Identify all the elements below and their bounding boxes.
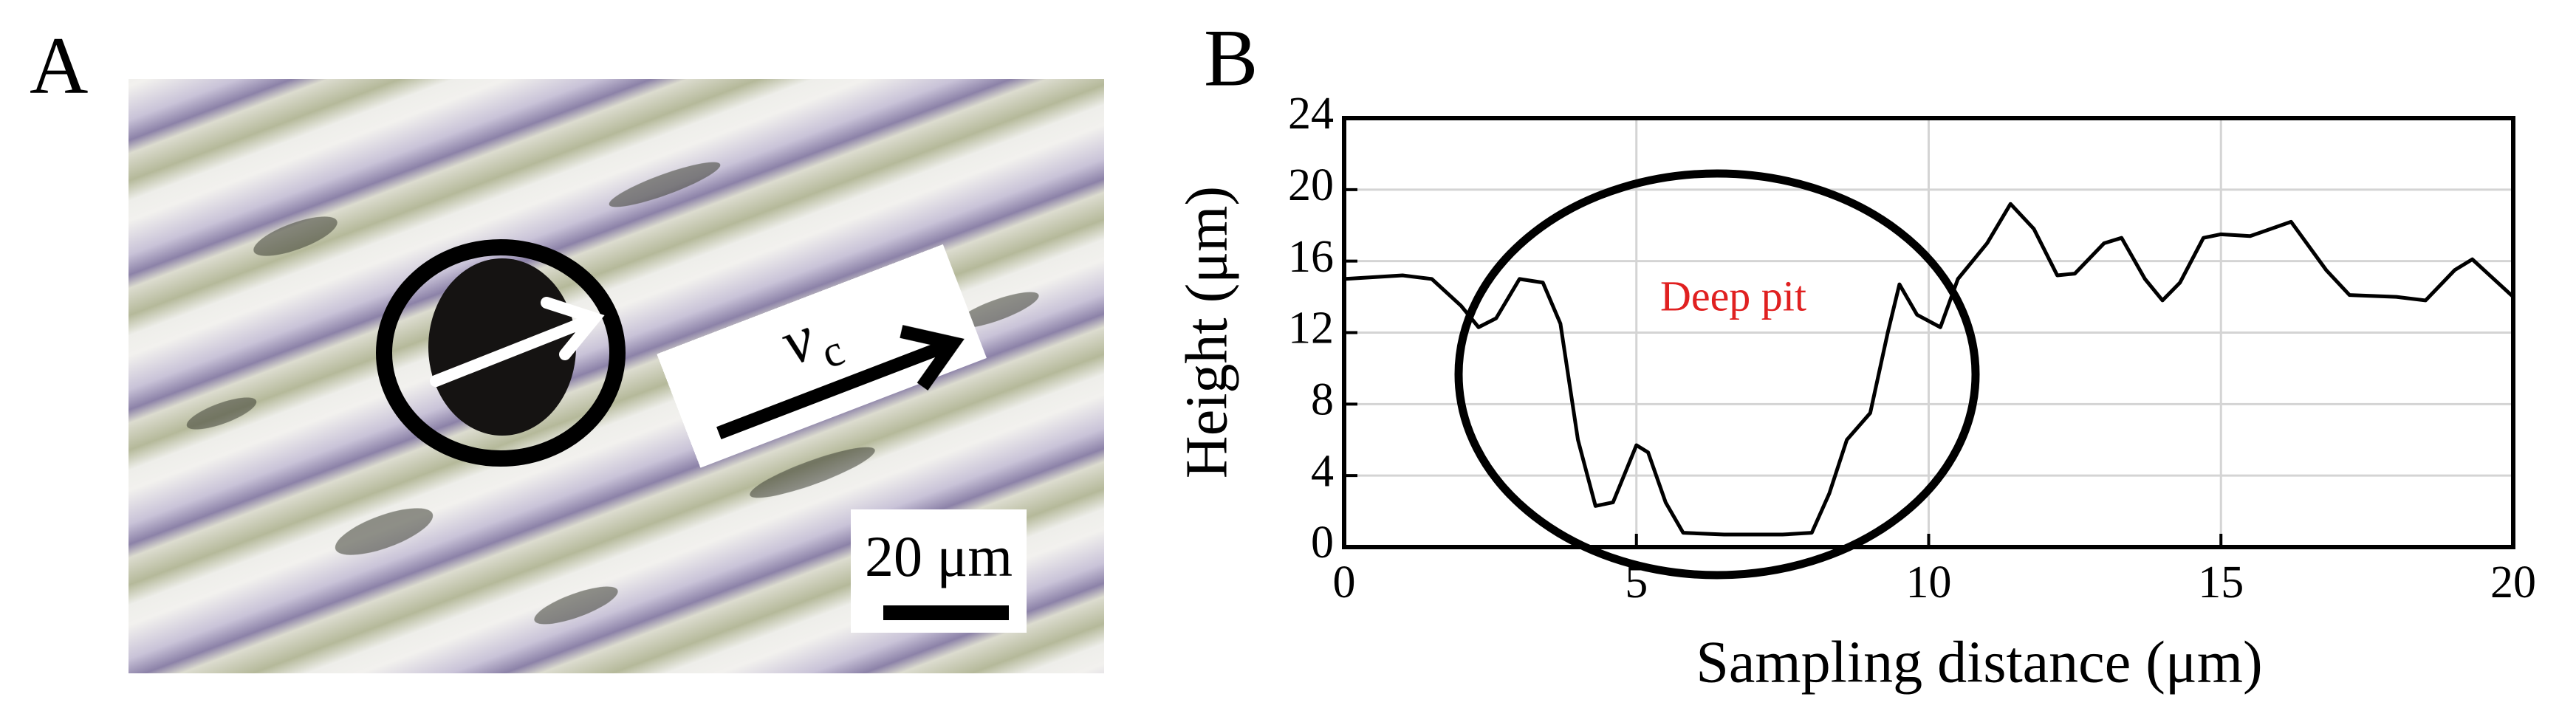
velocity-box: v c: [657, 244, 987, 468]
y-tick-label: 12: [1288, 303, 1334, 354]
data-line: [1343, 202, 2515, 537]
y-tick-label: 0: [1311, 518, 1334, 568]
x-tick-label: 0: [1333, 557, 1356, 608]
x-axis-title: Sampling distance (μm): [1696, 630, 2262, 695]
pit-arrow: [430, 297, 605, 387]
plot-frame: [1342, 116, 2515, 549]
y-tick-label: 20: [1288, 160, 1334, 210]
panel-label: B: [1204, 13, 1258, 103]
x-tick-label: 20: [2490, 557, 2536, 608]
scale-bar-label: 20 μm: [865, 524, 1013, 588]
micrograph: [129, 79, 1104, 673]
y-tick-label: 8: [1311, 375, 1334, 425]
pit-circle: [376, 239, 626, 467]
x-tick-label: 10: [1906, 557, 1952, 608]
x-tick-label: 15: [2198, 557, 2244, 608]
y-axis-title: Height (μm): [1174, 186, 1239, 478]
pit-ellipse: [1454, 169, 1980, 580]
y-tick-label: 24: [1288, 89, 1334, 139]
panel-label: A: [30, 20, 88, 110]
y-tick-label: 16: [1288, 232, 1334, 282]
y-tick-label: 4: [1311, 446, 1334, 496]
annotation: Deep pit: [1660, 272, 1806, 320]
